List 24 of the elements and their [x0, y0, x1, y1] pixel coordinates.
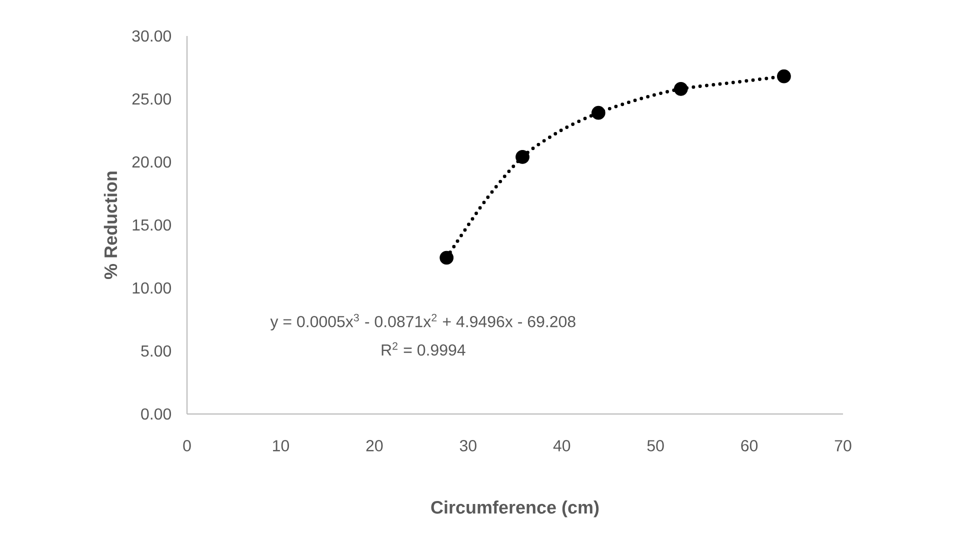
x-tick-label: 50: [647, 440, 664, 452]
x-tick-label: 10: [273, 440, 289, 452]
annotation: y = 0.0005x$^{3}$ - 0.0871x$^{2}$ + 4.9496x - 69.208: [270, 314, 576, 330]
y-tick-label: 5.00: [141, 345, 172, 357]
y-tick-label: 20.00: [132, 156, 172, 168]
x-tick-label: 70: [834, 440, 852, 452]
point: [591, 106, 606, 120]
point: [516, 150, 530, 164]
annotation: R$^{2}$ = 0.9994: [382, 342, 466, 356]
x-tick-label: 0: [183, 440, 191, 452]
point: [777, 69, 791, 84]
y-axis-title: % Reduction: [104, 172, 118, 280]
y-tick-label: 10.00: [132, 282, 172, 294]
y-tick-label: 15.00: [132, 219, 172, 231]
x-tick-label: 20: [366, 440, 383, 452]
point: [674, 82, 688, 96]
y-tick-label: 25.00: [132, 93, 172, 105]
point: [440, 250, 454, 265]
x-tick-label: 60: [741, 440, 758, 452]
x-tick-label: 40: [553, 440, 570, 452]
y-tick-label: 30.00: [132, 30, 172, 42]
x-tick-label: 30: [460, 440, 476, 452]
y-tick-label: 0.00: [141, 408, 172, 420]
x-axis-title: Circumference (cm): [431, 500, 599, 518]
